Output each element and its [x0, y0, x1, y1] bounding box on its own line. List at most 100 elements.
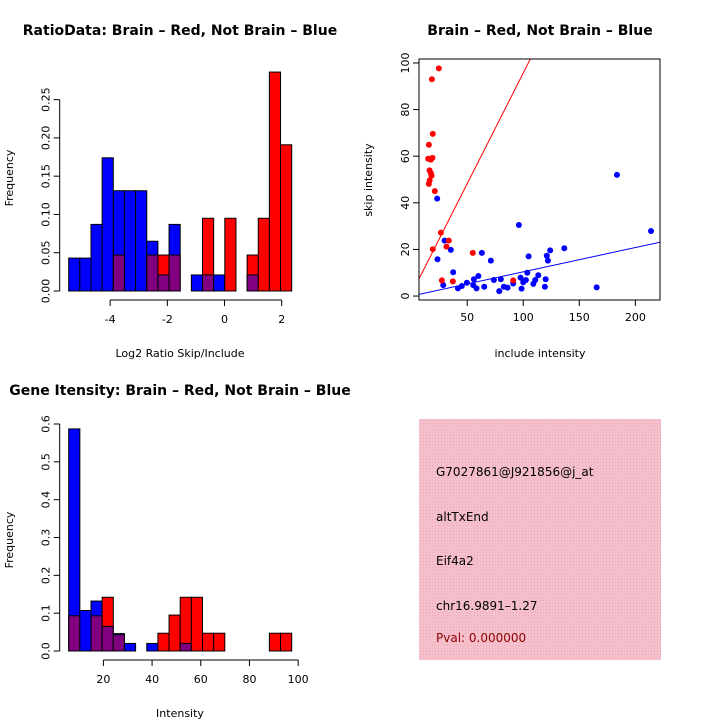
brain-point	[449, 278, 456, 285]
overlap-bar	[90, 615, 103, 652]
y-tick-label: 0.5	[40, 453, 53, 471]
gene-histogram-title: Gene Itensity: Brain – Red, Not Brain – …	[9, 383, 351, 399]
y-tick-label: 0.25	[40, 87, 53, 112]
histogram-bar	[268, 71, 282, 292]
not-brain-point	[497, 276, 504, 283]
brain-point	[428, 172, 435, 179]
overlap-bar	[179, 642, 192, 652]
brain-point	[427, 156, 434, 163]
y-tick-label: 0.10	[40, 202, 53, 227]
brain-point	[443, 243, 450, 250]
ratio-histogram-ylabel: Frequency	[3, 149, 16, 206]
y-tick-label: 0.6	[40, 415, 53, 433]
x-tick-label: 20	[96, 673, 110, 686]
overlap-bar	[101, 625, 114, 652]
brain-point	[435, 65, 442, 72]
gene-histogram-ylabel: Frequency	[3, 511, 16, 568]
x-tick-label: 150	[569, 311, 590, 324]
brain-fit-line	[419, 59, 531, 280]
histogram-bar	[224, 217, 237, 292]
overlap-bar	[157, 274, 170, 292]
overlap-bar	[112, 254, 125, 292]
histogram-bar	[202, 632, 215, 652]
brain-point	[428, 76, 435, 83]
not-brain-point	[613, 171, 620, 178]
brain-point	[445, 237, 452, 244]
not-brain-point	[447, 246, 454, 253]
brain-point	[469, 249, 476, 256]
y-tick-label: 0.1	[40, 604, 53, 622]
histogram-bar	[68, 257, 81, 292]
ratio-histogram-title: RatioData: Brain – Red, Not Brain – Blue	[23, 23, 337, 39]
y-tick-label: 0.20	[40, 126, 53, 151]
x-tick-label: 2	[278, 313, 285, 326]
y-tick-label: 60	[399, 149, 412, 163]
event-type: altTxEnd	[436, 510, 489, 524]
y-tick-label: 80	[399, 103, 412, 117]
y-tick-label: 0.05	[40, 240, 53, 264]
not-brain-point	[473, 285, 480, 292]
y-tick-label: 0.4	[40, 491, 53, 509]
scatter-ylabel: skip intensity	[362, 143, 375, 217]
brain-point	[431, 188, 438, 195]
x-tick-label: 0	[221, 313, 228, 326]
not-brain-point	[525, 253, 532, 260]
probe-id: G7027861@J921856@j_at	[436, 465, 594, 479]
histogram-bar	[257, 217, 270, 292]
x-tick-label: 200	[625, 311, 646, 324]
y-tick-label: 0.3	[40, 529, 53, 547]
histogram-bar	[190, 274, 204, 292]
scatter-xlabel: include intensity	[494, 347, 586, 360]
not-brain-point	[593, 284, 600, 291]
overlap-bar	[112, 634, 125, 652]
histogram-bar	[213, 632, 226, 652]
histogram-bar	[79, 257, 92, 292]
not-brain-point	[547, 247, 554, 254]
not-brain-point	[434, 195, 441, 202]
overlap-bar	[68, 615, 81, 652]
overlap-bar	[168, 254, 181, 292]
not-brain-point	[475, 272, 482, 279]
not-brain-point	[478, 249, 485, 256]
x-tick-label: 80	[242, 673, 256, 686]
y-tick-label: 0	[399, 293, 412, 300]
brain-point	[425, 141, 432, 148]
info-panel-background	[419, 419, 661, 660]
x-tick-label: -2	[162, 313, 173, 326]
plot-frame	[418, 58, 661, 301]
not-brain-point	[487, 257, 494, 264]
brain-point	[437, 229, 444, 236]
y-tick-label: 0.2	[40, 567, 53, 585]
histogram-bar	[280, 144, 293, 292]
x-tick-label: 100	[288, 673, 309, 686]
not-brain-point	[541, 283, 548, 290]
histogram-bar	[213, 274, 226, 292]
histogram-bar	[79, 610, 92, 652]
not-brain-point	[535, 272, 542, 279]
y-tick-label: 40	[399, 196, 412, 210]
not-brain-point	[543, 252, 550, 259]
chromosome-location: chr16.9891–1.27	[436, 599, 537, 613]
scatter-title: Brain – Red, Not Brain – Blue	[427, 23, 652, 39]
histogram-bar	[90, 223, 103, 292]
not-brain-point	[440, 282, 447, 289]
histogram-bar	[123, 190, 137, 292]
brain-point	[425, 180, 432, 187]
not-brain-point	[515, 221, 522, 228]
histogram-bar	[268, 632, 282, 652]
brain-point	[438, 277, 445, 284]
pval-text: Pval: 0.000000	[436, 631, 526, 645]
histogram-bar	[135, 190, 148, 292]
not-brain-point	[470, 276, 477, 283]
not-brain-point	[441, 237, 448, 244]
ratio-histogram: RatioData: Brain – Red, Not Brain – Blue…	[3, 23, 337, 360]
y-tick-label: 0.0	[40, 642, 53, 660]
overlap-bar	[202, 274, 215, 292]
histogram-bar	[101, 157, 114, 292]
gene-name: Eif4a2	[436, 554, 474, 568]
not-brain-point	[532, 276, 539, 283]
histogram-bar	[123, 642, 137, 652]
not-brain-point	[450, 269, 457, 276]
x-tick-label: -4	[105, 313, 116, 326]
not-brain-point	[544, 257, 551, 264]
